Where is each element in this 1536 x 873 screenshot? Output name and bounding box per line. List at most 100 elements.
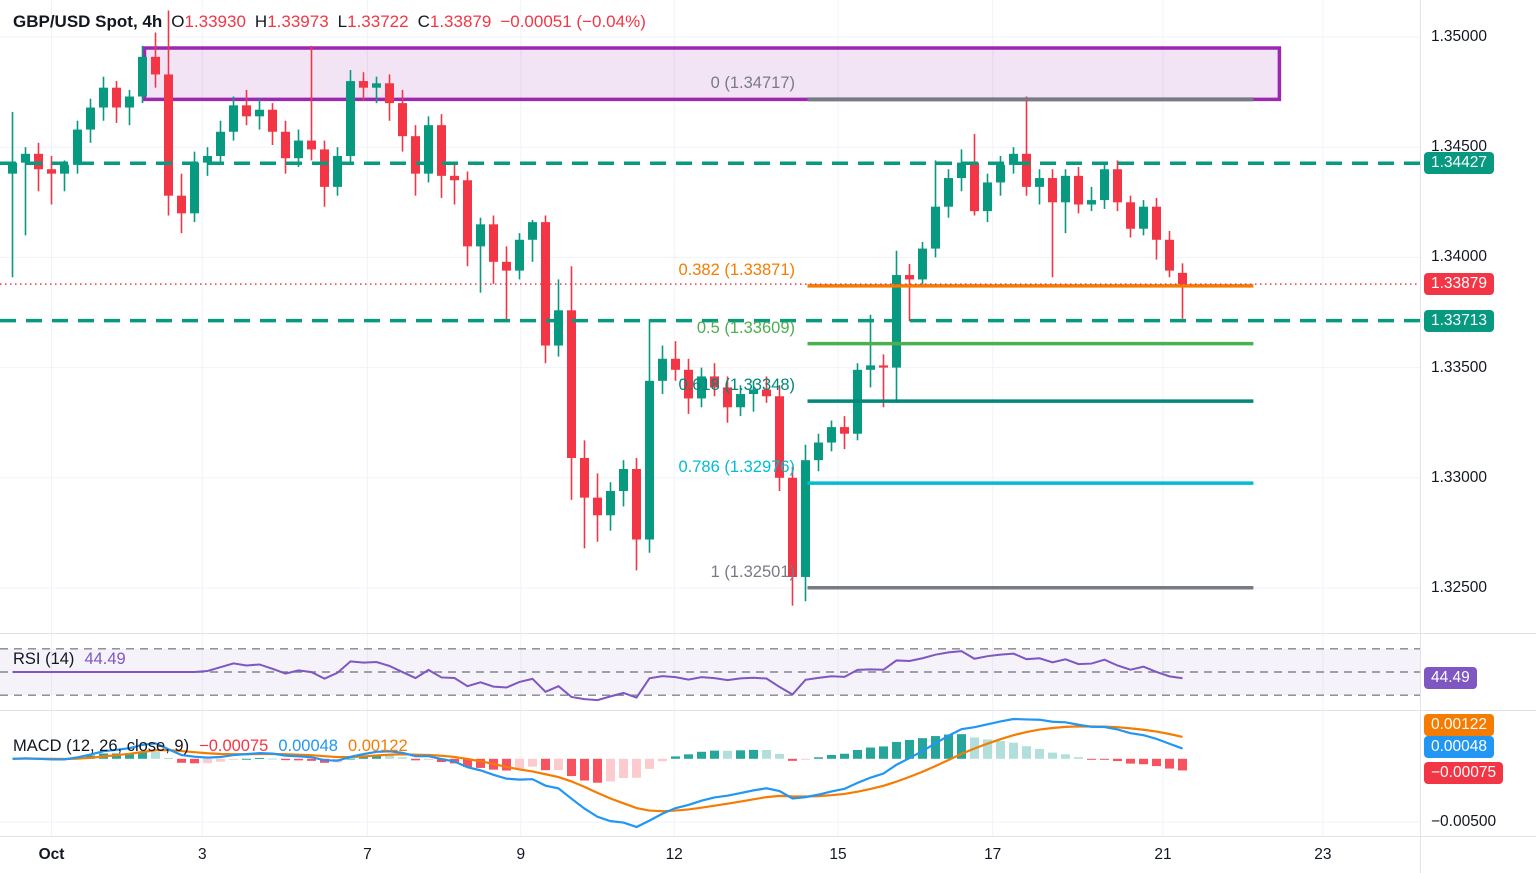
macd-histogram-bar [398,757,407,759]
candle-body [333,156,342,187]
candle-body [801,460,810,577]
macd-histogram-bar [697,751,706,759]
macd-histogram-bar [1152,758,1161,767]
candle-body [385,83,394,104]
candle-body [1048,178,1057,203]
macd-histogram-bar [762,749,771,759]
macd-histogram-bar [1061,754,1070,759]
macd-histogram-bar [346,758,355,760]
candle-body [840,427,849,434]
symbol-title: GBP/USD Spot, 4h [13,12,163,31]
candle-body [229,105,238,132]
macd-legend: MACD (12, 26, close, 9) −0.00075 0.00048… [13,737,408,756]
candle-body [515,239,524,271]
macd-line-badge: 0.00048 [1424,736,1495,758]
candle-body [827,427,836,443]
candle-body [424,125,433,174]
candle-body [398,103,407,137]
macd-histogram-bar [1022,746,1031,759]
candle-body [177,195,186,214]
candle-body [294,140,303,159]
macd-histogram-bar [840,753,849,759]
macd-hist-value: −0.00075 [199,737,269,755]
macd-histogram-bar [684,754,693,759]
candle-body [957,162,966,179]
macd-signal-line [12,725,1183,813]
candle-body [554,310,563,346]
candle-body [502,261,511,271]
candle-body [99,87,108,108]
candle-body [411,136,420,174]
candle-body [203,156,212,163]
macd-histogram-bar [606,758,615,782]
candle-body [1035,178,1044,187]
candle-body [489,224,498,262]
macd-histogram-bar [1113,758,1122,762]
candle-body [320,149,329,187]
candle-body [450,175,459,181]
candle-body [567,310,576,458]
open-value: 1.33930 [184,12,246,31]
candle-body [372,83,381,88]
macd-histogram-bar [1035,748,1044,759]
macd-histogram-bar [411,758,420,761]
candle-body [21,153,30,163]
macd-histogram-bar [203,758,212,764]
macd-signal-value: 0.00122 [348,737,408,755]
macd-histogram-bar [814,757,823,759]
macd-histogram-bar [385,755,394,759]
macd-hist-badge: −0.00075 [1424,762,1504,784]
candle-body [60,164,69,174]
macd-histogram-bar [1074,757,1083,759]
candle-body [619,468,628,492]
macd-histogram-bar [502,758,511,771]
macd-histogram-bar [1009,742,1018,759]
low-value: 1.33722 [347,12,409,31]
close-value: 1.33879 [429,12,492,31]
candle-body [645,380,654,540]
rsi-value: 44.49 [84,650,126,668]
macd-histogram-bar [866,747,875,759]
macd-histogram-bar [138,751,147,759]
candle-body [970,162,979,212]
candle-body [671,358,680,370]
candle-body [359,81,368,88]
macd-histogram-bar [892,741,901,759]
candle-body [1113,169,1122,203]
candle-body [47,169,56,174]
candle-body [1165,239,1174,271]
macd-histogram-bar [463,758,472,768]
candle-body [879,365,888,368]
macd-histogram-bar [931,736,940,759]
macd-histogram-bar [580,758,589,781]
supply-zone [142,46,1282,102]
candle-body [658,358,667,381]
macd-histogram-bar [879,746,888,759]
macd-histogram-bar [723,750,732,759]
candle-body [190,162,199,214]
open-label: O [171,12,185,31]
macd-histogram-bar [372,755,381,759]
candle-body [307,140,316,150]
candle-body [996,164,1005,183]
macd-line [12,717,1183,829]
candle-body [918,248,927,280]
candle-body [762,389,771,397]
candle-body [736,394,745,408]
macd-histogram-bar [1048,752,1057,759]
rsi-line [12,650,1183,702]
macd-histogram-bar [944,734,953,759]
macd-histogram-bar [528,758,537,767]
candle-body [749,389,758,395]
macd-histogram-bar [788,758,797,761]
candle-body [1178,272,1187,285]
macd-histogram-bar [229,758,238,760]
macd-histogram-bar [255,757,264,759]
candle-body [281,131,290,159]
macd-histogram-bar [242,758,251,760]
macd-histogram-bar [801,758,810,760]
candle-body [684,369,693,399]
macd-histogram-bar [268,758,277,760]
